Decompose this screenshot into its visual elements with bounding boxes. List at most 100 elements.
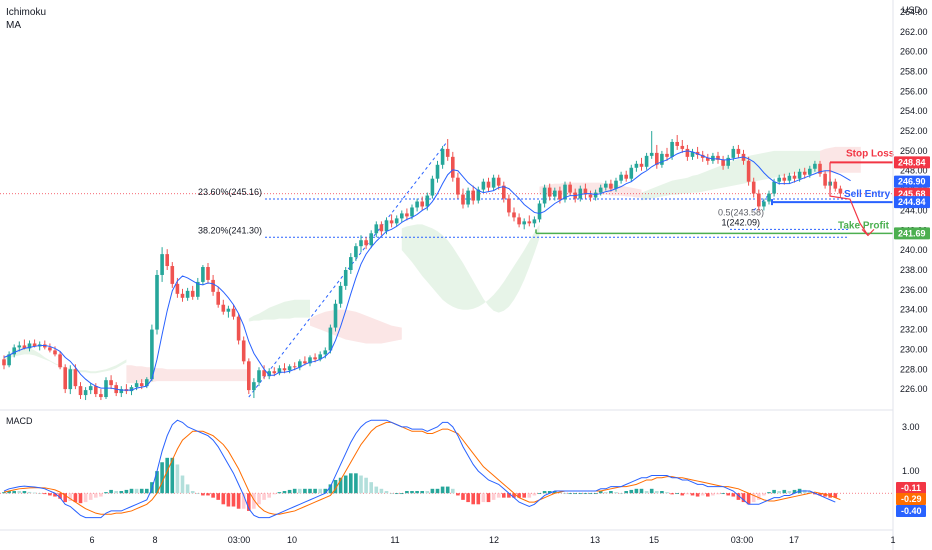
price-tag: 248.84	[894, 156, 930, 169]
price-tag: 246.90	[894, 175, 930, 188]
candle-body	[160, 254, 164, 275]
candle-body	[471, 190, 475, 201]
ichimoku-cloud-bullish	[248, 299, 310, 322]
candle-body	[787, 175, 792, 181]
fib-trend-line	[248, 140, 449, 398]
macd-histogram-bar	[440, 486, 445, 494]
macd-histogram-bar	[746, 493, 751, 505]
candle-body	[298, 361, 302, 368]
macd-histogram-bar	[614, 492, 618, 494]
candle-body	[721, 159, 725, 166]
candle-body	[364, 240, 368, 246]
macd-histogram-bar	[252, 493, 256, 509]
candle-body	[48, 347, 52, 351]
price-tick-label: 230.00	[900, 344, 928, 354]
candle-body	[466, 190, 470, 205]
candle-body	[782, 177, 787, 181]
candle-body	[318, 354, 322, 360]
candle-body	[22, 345, 27, 349]
candle-body	[706, 157, 710, 161]
candle-body	[451, 156, 455, 178]
candle-body	[762, 201, 766, 207]
macd-histogram-bar	[32, 492, 37, 494]
candle-body	[665, 153, 669, 157]
macd-value-tag: -0.40	[896, 505, 926, 517]
macd-pane[interactable]	[0, 419, 893, 519]
candle-body	[12, 347, 16, 355]
candle-body	[808, 168, 812, 175]
macd-histogram-bar	[435, 488, 440, 494]
candle-body	[119, 389, 124, 394]
macd-histogram-bar	[716, 493, 720, 495]
candle-body	[226, 308, 231, 312]
macd-histogram-bar	[338, 477, 343, 494]
macd-histogram-bar	[272, 493, 277, 495]
macd-signal-line	[3, 421, 841, 515]
macd-histogram-bar	[43, 493, 47, 495]
ichimoku-cloud-bullish	[4, 346, 127, 374]
macd-histogram-bar	[247, 493, 251, 511]
candle-body	[236, 316, 241, 341]
macd-histogram-bar	[267, 493, 271, 498]
macd-histogram-bar	[736, 493, 741, 500]
macd-histogram-bar	[104, 492, 108, 494]
candle-body	[629, 167, 634, 179]
candle-body	[726, 157, 730, 166]
candle-body	[170, 266, 175, 284]
macd-histogram-bar	[155, 471, 159, 494]
macd-histogram-bar	[527, 493, 532, 498]
candle-body	[145, 379, 149, 387]
candle-body	[634, 163, 639, 168]
macd-histogram-bar	[818, 493, 822, 496]
candle-body	[619, 174, 623, 181]
candle-body	[282, 368, 287, 371]
candle-body	[461, 194, 465, 205]
macd-histogram-bar	[476, 493, 481, 505]
candle-body	[400, 213, 404, 219]
macd-histogram-bar	[660, 491, 664, 494]
candle-body	[129, 387, 134, 392]
price-tick-label: 238.00	[900, 265, 928, 275]
candle-body	[374, 224, 379, 234]
macd-value-tag-text: -0.40	[901, 506, 922, 516]
price-tag: 241.69	[894, 227, 930, 240]
candle-body	[430, 178, 435, 196]
candle-body	[675, 141, 679, 146]
macd-histogram-bar	[114, 491, 118, 494]
candle-body	[7, 354, 11, 366]
macd-histogram-bar	[333, 479, 338, 494]
candle-body	[359, 240, 363, 247]
macd-histogram-bar	[685, 493, 690, 495]
projection-arrowhead	[861, 228, 875, 237]
macd-histogram-bar	[94, 493, 98, 498]
ichimoku-cloud-bullish	[401, 224, 540, 313]
candle-body	[262, 370, 266, 377]
price-pane[interactable]: 23.60%(245.16) 38.20%(241.30) 1(242.09)0.5…	[0, 131, 895, 401]
macd-histogram-bar	[568, 493, 572, 495]
macd-histogram-bar	[547, 491, 552, 494]
macd-histogram-bar	[649, 488, 654, 494]
macd-histogram-bar	[445, 486, 450, 494]
macd-histogram-bar	[624, 491, 628, 494]
macd-histogram-bar	[813, 493, 817, 495]
price-tick-label: 252.00	[900, 126, 928, 136]
macd-histogram-bar	[517, 493, 521, 498]
price-tick-label: 244.00	[900, 205, 928, 215]
macd-histogram-bar	[675, 493, 679, 495]
macd-histogram-bar	[563, 493, 567, 495]
candle-body	[32, 343, 37, 347]
candle-body	[83, 390, 88, 396]
macd-histogram-bar	[762, 493, 766, 496]
macd-histogram-bar	[303, 488, 307, 494]
macd-histogram-bar	[354, 473, 358, 494]
macd-histogram-bar	[593, 493, 598, 495]
candle-body	[384, 220, 389, 232]
candle-body	[257, 370, 261, 383]
candle-body	[211, 279, 215, 292]
candle-body	[496, 177, 501, 186]
candle-body	[328, 327, 333, 351]
candle-body	[185, 290, 190, 298]
candle-body	[655, 152, 659, 165]
candle-body	[547, 187, 552, 197]
